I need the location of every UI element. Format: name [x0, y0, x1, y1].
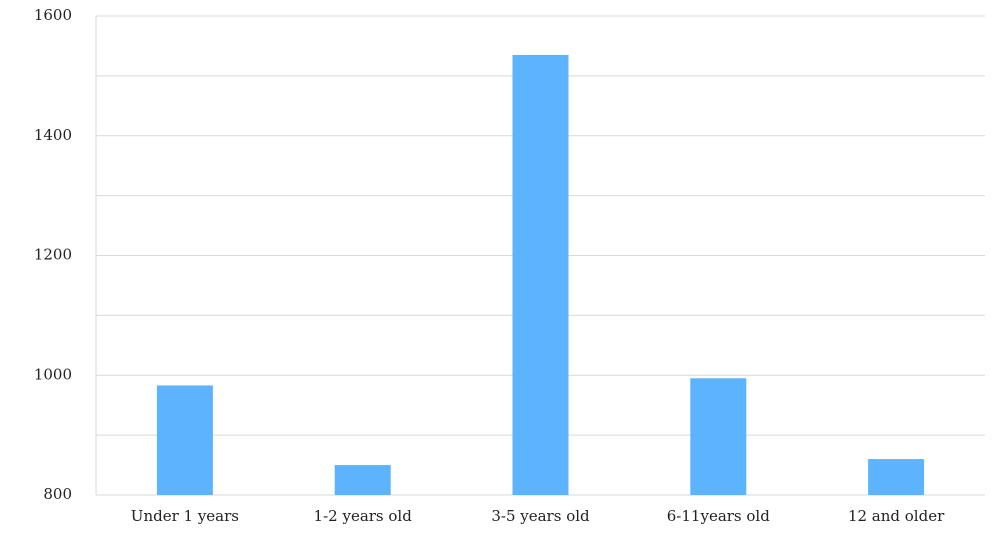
y-tick-label: 1200 [34, 246, 72, 264]
y-tick-label: 1600 [34, 6, 72, 24]
x-tick-label: 12 and older [848, 507, 945, 525]
bar [512, 54, 569, 495]
bar [334, 465, 391, 495]
bar [690, 378, 747, 495]
bar [868, 459, 925, 495]
x-tick-label: 1-2 years old [314, 507, 413, 525]
y-tick-label: 800 [43, 485, 72, 503]
bar [156, 385, 213, 495]
y-tick-label: 1000 [34, 365, 72, 383]
x-tick-label: 6-11years old [667, 507, 770, 525]
x-tick-label: 3-5 years old [491, 507, 590, 525]
x-tick-label: Under 1 years [131, 507, 239, 525]
y-tick-label: 1400 [34, 126, 72, 144]
